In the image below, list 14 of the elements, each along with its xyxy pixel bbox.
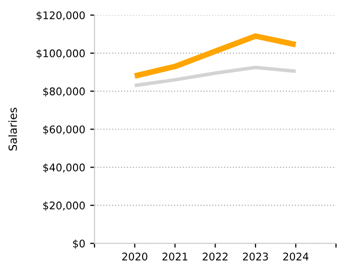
y-tick-label: $20,000 [43, 201, 85, 211]
x-tick-label: 2020 [122, 252, 148, 260]
y-tick-label: $0 [73, 239, 85, 249]
y-tick-label: $100,000 [36, 49, 85, 59]
y-axis-title: Salaries [8, 108, 17, 151]
x-tick-label: 2021 [162, 252, 188, 260]
y-tick-label: $40,000 [43, 163, 85, 173]
x-tick-label: 2024 [283, 252, 308, 260]
y-tick-label: $60,000 [43, 125, 85, 135]
y-tick-label: $120,000 [36, 11, 85, 21]
line-series [133, 66, 298, 88]
y-tick-label: $80,000 [43, 87, 85, 97]
x-tick-label: 2022 [202, 252, 228, 260]
x-tick-label: 2023 [243, 252, 268, 260]
